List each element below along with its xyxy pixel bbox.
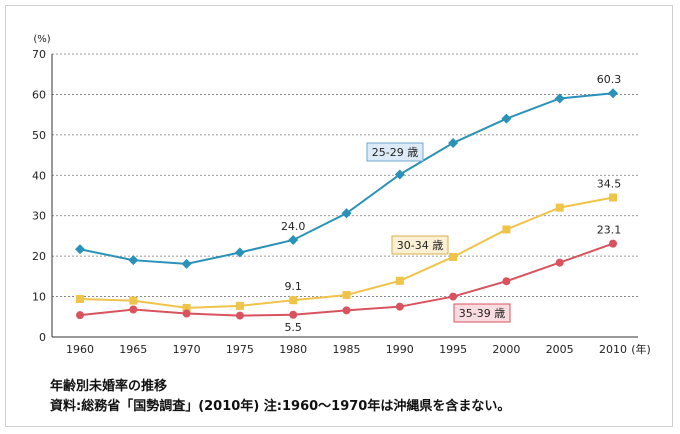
data-point	[129, 305, 138, 314]
x-tick-label: 1965	[119, 343, 147, 356]
y-tick-label: 20	[32, 250, 46, 263]
data-label: 5.5	[284, 321, 302, 334]
y-tick-label: 10	[32, 291, 46, 304]
data-point	[342, 306, 351, 315]
y-tick-label: 70	[32, 48, 46, 61]
series-line	[79, 92, 614, 265]
data-point	[342, 290, 351, 299]
data-point	[182, 303, 191, 312]
data-point	[394, 169, 405, 180]
data-point	[75, 244, 85, 255]
x-tick-label: 1980	[279, 343, 307, 356]
y-tick-label: 30	[32, 210, 46, 223]
data-point	[182, 309, 191, 318]
data-point	[502, 277, 511, 286]
chart-source-note: 資料:総務省「国勢調査」(2010年) 注:1960～1970年は沖縄県を含まな…	[50, 399, 511, 414]
data-point	[554, 93, 565, 104]
data-point	[555, 203, 564, 212]
x-tick-label: 1960	[66, 343, 94, 356]
data-point	[128, 255, 139, 266]
data-point	[555, 258, 564, 267]
x-tick-label: 2005	[546, 343, 574, 356]
y-tick-label: 60	[32, 88, 46, 101]
data-point	[289, 296, 298, 305]
data-point	[234, 247, 245, 258]
x-tick-label: 2010	[599, 343, 627, 356]
data-point	[341, 208, 352, 219]
y-tick-label: 0	[39, 331, 46, 344]
series-label: 35-39 歳	[459, 307, 505, 320]
data-point	[502, 225, 511, 234]
data-label: 24.0	[281, 220, 306, 233]
data-point	[608, 88, 618, 99]
x-tick-label: 1995	[439, 343, 467, 356]
series-label-box	[366, 142, 424, 162]
data-point	[501, 113, 512, 124]
chart-title: 年齢別未婚率の推移	[50, 379, 168, 394]
y-unit-label: (%)	[33, 34, 50, 45]
data-point	[288, 234, 299, 245]
x-tick-label: 1975	[226, 343, 254, 356]
data-point	[609, 193, 617, 202]
data-point	[449, 292, 458, 301]
data-point	[609, 239, 617, 248]
series-label: 25-29 歳	[372, 146, 418, 159]
data-point	[76, 294, 84, 303]
x-tick-label: 1985	[333, 343, 361, 356]
data-label: 23.1	[597, 224, 622, 237]
data-point	[395, 302, 404, 311]
chart-frame	[5, 5, 673, 427]
data-point	[449, 252, 458, 261]
data-label: 34.5	[597, 178, 622, 191]
series-label: 30-34 歳	[397, 239, 443, 252]
data-point	[289, 310, 298, 319]
x-tick-label: 1970	[173, 343, 201, 356]
data-label: 9.1	[284, 280, 302, 293]
x-tick-label: 1990	[386, 343, 414, 356]
y-tick-label: 50	[32, 129, 46, 142]
data-point	[235, 311, 244, 320]
data-label: 60.3	[597, 73, 622, 86]
data-point	[235, 301, 244, 310]
series-label-box	[453, 303, 511, 323]
data-point	[395, 276, 404, 285]
data-point	[181, 258, 192, 269]
data-point	[448, 137, 459, 148]
data-point	[76, 311, 84, 320]
series-label-box	[391, 235, 449, 255]
data-point	[129, 296, 138, 305]
x-unit-label: (年)	[631, 342, 651, 356]
y-tick-label: 40	[32, 169, 46, 182]
x-tick-label: 2000	[492, 343, 520, 356]
